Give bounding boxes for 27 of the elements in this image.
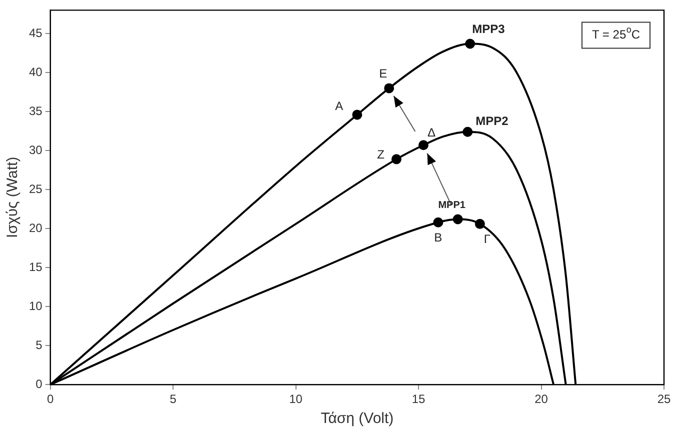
- x-tick-label: 0: [47, 392, 54, 406]
- x-tick-label: 20: [534, 392, 548, 406]
- y-tick-label: 0: [36, 376, 43, 391]
- x-tick-label: 15: [412, 392, 426, 406]
- y-tick-label: 20: [28, 220, 43, 235]
- annotation: B: [434, 230, 442, 245]
- annotation: E: [379, 66, 388, 81]
- annotation: Z: [377, 147, 384, 162]
- y-tick-label: 30: [28, 142, 43, 157]
- y-tick-label: 40: [28, 64, 43, 79]
- annotation: Γ: [484, 232, 491, 246]
- annotation: Δ: [427, 125, 436, 140]
- annotation: MPP3: [472, 22, 506, 36]
- annotation: A: [335, 99, 344, 114]
- y-tick-label: 5: [36, 338, 43, 352]
- x-tick-label: 10: [289, 392, 303, 406]
- annotation: MPP1: [438, 200, 466, 211]
- x-tick-label: 25: [657, 392, 671, 406]
- y-tick-label: 10: [28, 298, 43, 313]
- x-tick-label: 5: [170, 392, 177, 406]
- annotation: MPP2: [476, 114, 509, 128]
- y-axis-title: Ισχύς (Watt): [4, 156, 22, 238]
- y-tick-label: 35: [28, 104, 43, 118]
- x-axis-title: Τάση (Volt): [320, 410, 394, 428]
- y-tick-label: 15: [28, 260, 43, 274]
- y-tick-label: 45: [28, 26, 43, 40]
- y-tick-label: 25: [28, 182, 43, 196]
